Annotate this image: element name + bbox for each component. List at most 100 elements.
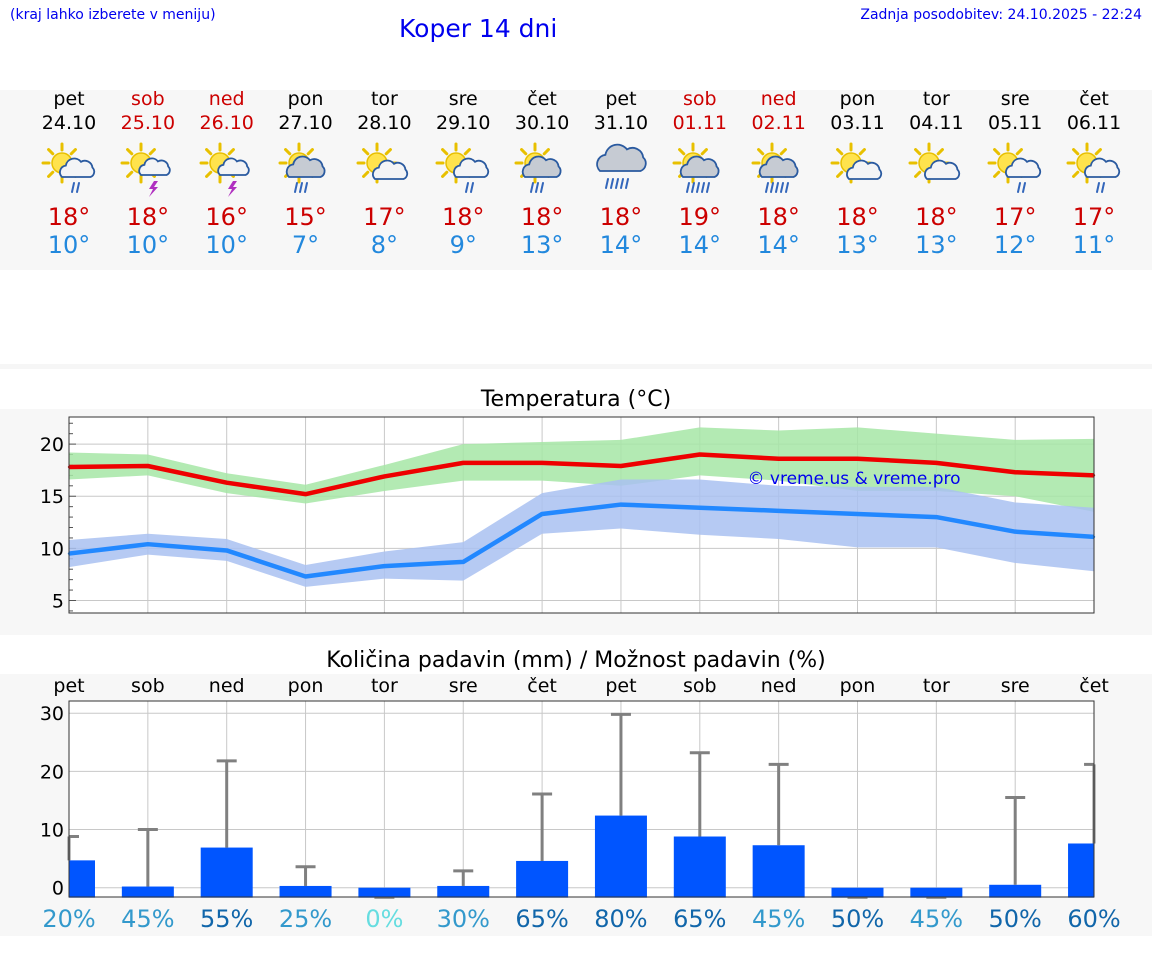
sun-ray	[204, 170, 212, 178]
day-date: 31.10	[593, 112, 649, 134]
min-temp-point	[383, 564, 386, 568]
rain-drop	[614, 178, 619, 189]
cloud-shape	[372, 159, 409, 180]
cloud-shape	[217, 157, 250, 176]
y-tick-label: 0	[52, 878, 64, 900]
min-temp-point	[935, 515, 938, 519]
day-column: ned 02.11 18° 14°	[739, 88, 819, 259]
x-category-label: sob	[131, 675, 165, 697]
precip-bar	[358, 887, 411, 898]
rain-drop	[1022, 182, 1027, 193]
max-temp-point	[540, 461, 544, 465]
day-column: čet 30.10 18° 13°	[502, 88, 582, 259]
day-name: pon	[839, 88, 876, 110]
min-temp-point	[146, 542, 150, 546]
sun-ray	[385, 148, 393, 156]
rain-drop	[774, 182, 779, 193]
min-temp: 8°	[370, 231, 399, 259]
rain-drop	[293, 182, 298, 193]
min-temp: 14°	[599, 231, 643, 259]
rain-drop	[303, 182, 308, 193]
sun-ray	[362, 148, 370, 156]
min-temp-point	[225, 549, 228, 552]
lightning-bolt	[148, 181, 158, 197]
sun-ray	[69, 148, 77, 156]
day-date: 24.10	[41, 112, 97, 134]
x-category-label: ned	[209, 675, 245, 697]
min-temp-point	[777, 509, 780, 513]
max-temp: 18°	[520, 203, 564, 231]
page-title: Koper 14 dni	[399, 14, 558, 43]
sun-ray	[283, 148, 291, 156]
max-temp: 15°	[284, 203, 327, 231]
rain-drop	[530, 182, 535, 193]
y-tick-label: 20	[40, 434, 64, 456]
min-temp: 9°	[449, 231, 477, 259]
min-temp-range-band	[69, 479, 1094, 587]
precip-bar	[1068, 843, 1094, 898]
rain-drop	[764, 182, 769, 193]
min-temp: 14°	[678, 231, 722, 259]
sun-ray	[441, 170, 449, 178]
y-tick-label: 20	[40, 761, 64, 783]
min-temp-point	[304, 575, 307, 578]
rain-drop	[470, 182, 475, 193]
x-category-label: tor	[371, 675, 398, 697]
sun-ray	[148, 148, 156, 156]
plot-frame	[68, 416, 1095, 614]
sun-ray	[125, 170, 134, 178]
rain-drop	[784, 182, 789, 193]
day-date: 04.11	[909, 112, 964, 134]
sun-cloud-icon	[356, 142, 409, 184]
precip-chance-label: 45%	[910, 905, 963, 933]
sun-ray	[1015, 148, 1024, 156]
max-temp-point	[698, 453, 701, 456]
sun-ray	[1094, 148, 1102, 156]
cloud-shape	[596, 143, 647, 172]
x-category-label: pon	[840, 675, 876, 697]
min-temp-point	[540, 512, 544, 516]
last-update-text: Zadnja posodobitev: 24.10.2025 - 22:24	[860, 7, 1142, 23]
max-temp: 18°	[126, 203, 170, 231]
rain-drop	[540, 182, 545, 193]
day-column: sre 29.10 18° 9°	[423, 88, 503, 259]
sun-ray	[362, 170, 370, 178]
rain-drop	[769, 182, 774, 193]
sun-ray	[835, 170, 843, 178]
day-name: ned	[208, 88, 245, 110]
rain-drop	[535, 182, 540, 193]
rain-drop	[604, 178, 609, 189]
y-tick-label: 10	[40, 820, 64, 842]
rain-drop	[76, 182, 80, 193]
day-date: 06.11	[1066, 112, 1122, 134]
sun-ray	[47, 170, 55, 178]
max-temp: 16°	[205, 203, 248, 231]
temperature-chart-title: Temperatura (°C)	[480, 387, 672, 412]
precip-bar	[594, 815, 647, 898]
rain-drop	[700, 182, 705, 193]
min-temp-point	[698, 506, 701, 509]
rain-drop	[705, 182, 710, 193]
max-temp-point	[777, 457, 780, 460]
sun-ray	[914, 170, 922, 178]
cloud-shape	[453, 157, 490, 178]
sun-ray	[441, 148, 449, 156]
rain-drop	[609, 178, 614, 189]
rain-drop	[71, 182, 75, 193]
min-temp: 7°	[291, 231, 320, 259]
sun-ray	[937, 148, 945, 156]
x-category-label: pet	[53, 675, 84, 697]
day-column: sob 25.10 18° 10°	[108, 88, 188, 259]
sun-ray	[520, 148, 528, 156]
min-temp-point	[1013, 530, 1017, 533]
day-date: 25.10	[120, 112, 176, 134]
day-name: sre	[448, 88, 478, 110]
day-name: tor	[922, 88, 950, 110]
precip-bar	[69, 860, 95, 898]
precip-bar	[437, 885, 490, 898]
x-category-label: ned	[761, 675, 797, 697]
day-name: ned	[760, 88, 797, 110]
day-column: pet 24.10 18° 10°	[29, 88, 109, 259]
min-temp: 13°	[836, 231, 879, 259]
rain-drop	[690, 182, 695, 193]
